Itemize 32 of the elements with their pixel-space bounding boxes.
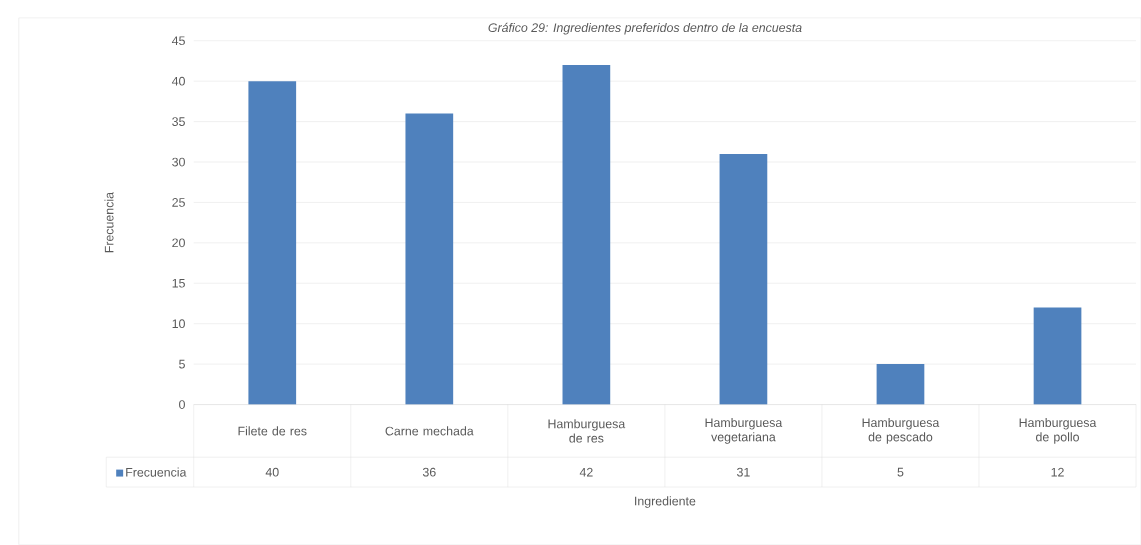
data-label: 5	[897, 467, 904, 477]
bar	[876, 364, 925, 405]
bar	[1033, 307, 1082, 405]
data-label: 40	[265, 467, 279, 477]
y-tick-label: 35	[172, 117, 185, 127]
x-tick-label: Hamburguesa de res	[548, 419, 626, 443]
y-axis-title: Frecuencia	[104, 192, 114, 253]
x-tick-label: Carne mechada	[385, 426, 474, 436]
y-tick-label: 45	[171, 36, 185, 46]
y-tick-label: 25	[172, 198, 185, 207]
y-tick-label: 30	[172, 157, 185, 167]
y-tick-label: 0	[179, 400, 185, 410]
x-axis-title: Ingrediente	[635, 496, 696, 509]
x-tick-label: Hamburguesa vegetariana	[705, 418, 783, 444]
data-label: 36	[422, 467, 436, 477]
x-tick-label: Hamburguesa de pollo	[1019, 418, 1097, 444]
y-tick-label: 10	[172, 319, 185, 329]
x-tick-label: Hamburguesa de pescado	[862, 418, 940, 444]
x-tick-label: Filete de res	[238, 426, 307, 436]
bar	[248, 81, 297, 405]
bar	[719, 154, 768, 405]
y-tick-label: 5	[179, 359, 185, 369]
y-tick-label: 15	[172, 279, 185, 288]
data-label: 12	[1051, 467, 1064, 477]
bar	[562, 65, 611, 405]
data-label: 31	[737, 467, 750, 477]
data-label: 42	[579, 467, 593, 477]
bar	[405, 113, 454, 405]
y-tick-label: 40	[171, 76, 185, 86]
legend-label: Frecuencia	[126, 467, 187, 477]
chart-title: Gráfico 29: Ingredientes preferidos dentro de la encuesta	[488, 22, 802, 35]
y-tick-label: 20	[172, 238, 185, 248]
